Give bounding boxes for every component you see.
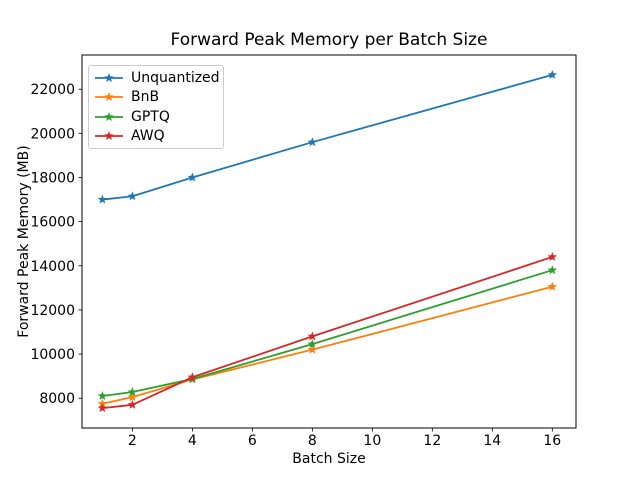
star-marker-icon [187, 172, 198, 182]
y-tick-label: 10000 [30, 347, 75, 363]
legend-item: Unquantized [89, 68, 223, 88]
legend-label: GPTQ [131, 108, 170, 125]
star-marker-icon [307, 137, 318, 147]
star-marker-icon [547, 281, 558, 291]
x-tick-label: 14 [483, 433, 501, 449]
x-tick-label: 6 [248, 433, 257, 449]
legend: Unquantized BnB GPTQ AWQ [88, 65, 224, 149]
x-tick-label: 8 [308, 433, 317, 449]
star-marker-icon [97, 403, 108, 413]
y-tick-label: 12000 [30, 303, 75, 319]
x-axis-label: Batch Size [292, 451, 366, 467]
x-tick-label: 2 [128, 433, 137, 449]
legend-line-sample [95, 92, 123, 102]
legend-label: AWQ [131, 128, 165, 145]
star-marker-icon [187, 372, 198, 382]
y-tick-label: 16000 [30, 215, 75, 231]
star-marker-icon [97, 391, 108, 401]
series-line [102, 269, 553, 397]
legend-line-sample [95, 72, 123, 82]
legend-item: AWQ [89, 127, 223, 147]
star-marker-icon [104, 131, 114, 141]
x-tick-label: 16 [543, 433, 561, 449]
y-tick-label: 20000 [30, 126, 75, 142]
y-tick-label: 18000 [30, 170, 75, 186]
star-marker-icon [127, 399, 138, 409]
star-marker-icon [104, 111, 114, 121]
legend-line-sample [95, 131, 123, 141]
star-marker-icon [547, 69, 558, 79]
legend-line-sample [95, 111, 123, 121]
star-marker-icon [127, 191, 138, 201]
star-marker-icon [307, 344, 318, 354]
legend-label: Unquantized [131, 69, 220, 86]
legend-label: BnB [131, 89, 160, 106]
legend-item: BnB [89, 88, 223, 108]
y-axis-label: Forward Peak Memory (MB) [16, 145, 32, 338]
series-GPTQ [97, 265, 558, 401]
star-marker-icon [547, 265, 558, 275]
series-Unquantized [97, 69, 558, 204]
star-marker-icon [307, 339, 318, 349]
series-AWQ [97, 251, 558, 413]
y-tick-label: 8000 [39, 391, 75, 407]
y-tick-label: 14000 [30, 259, 75, 275]
x-tick-label: 12 [423, 433, 441, 449]
plot-frame [81, 54, 577, 429]
star-marker-icon [104, 92, 114, 102]
star-marker-icon [307, 331, 318, 341]
chart-title: Forward Peak Memory per Batch Size [170, 30, 488, 50]
star-marker-icon [97, 194, 108, 204]
star-marker-icon [547, 251, 558, 261]
star-marker-icon [127, 387, 138, 397]
star-marker-icon [127, 392, 138, 402]
star-marker-icon [104, 72, 114, 82]
series-line [102, 285, 553, 405]
legend-item: GPTQ [89, 107, 223, 127]
x-tick-label: 10 [363, 433, 381, 449]
x-tick-label: 4 [188, 433, 197, 449]
y-tick-label: 22000 [30, 82, 75, 98]
